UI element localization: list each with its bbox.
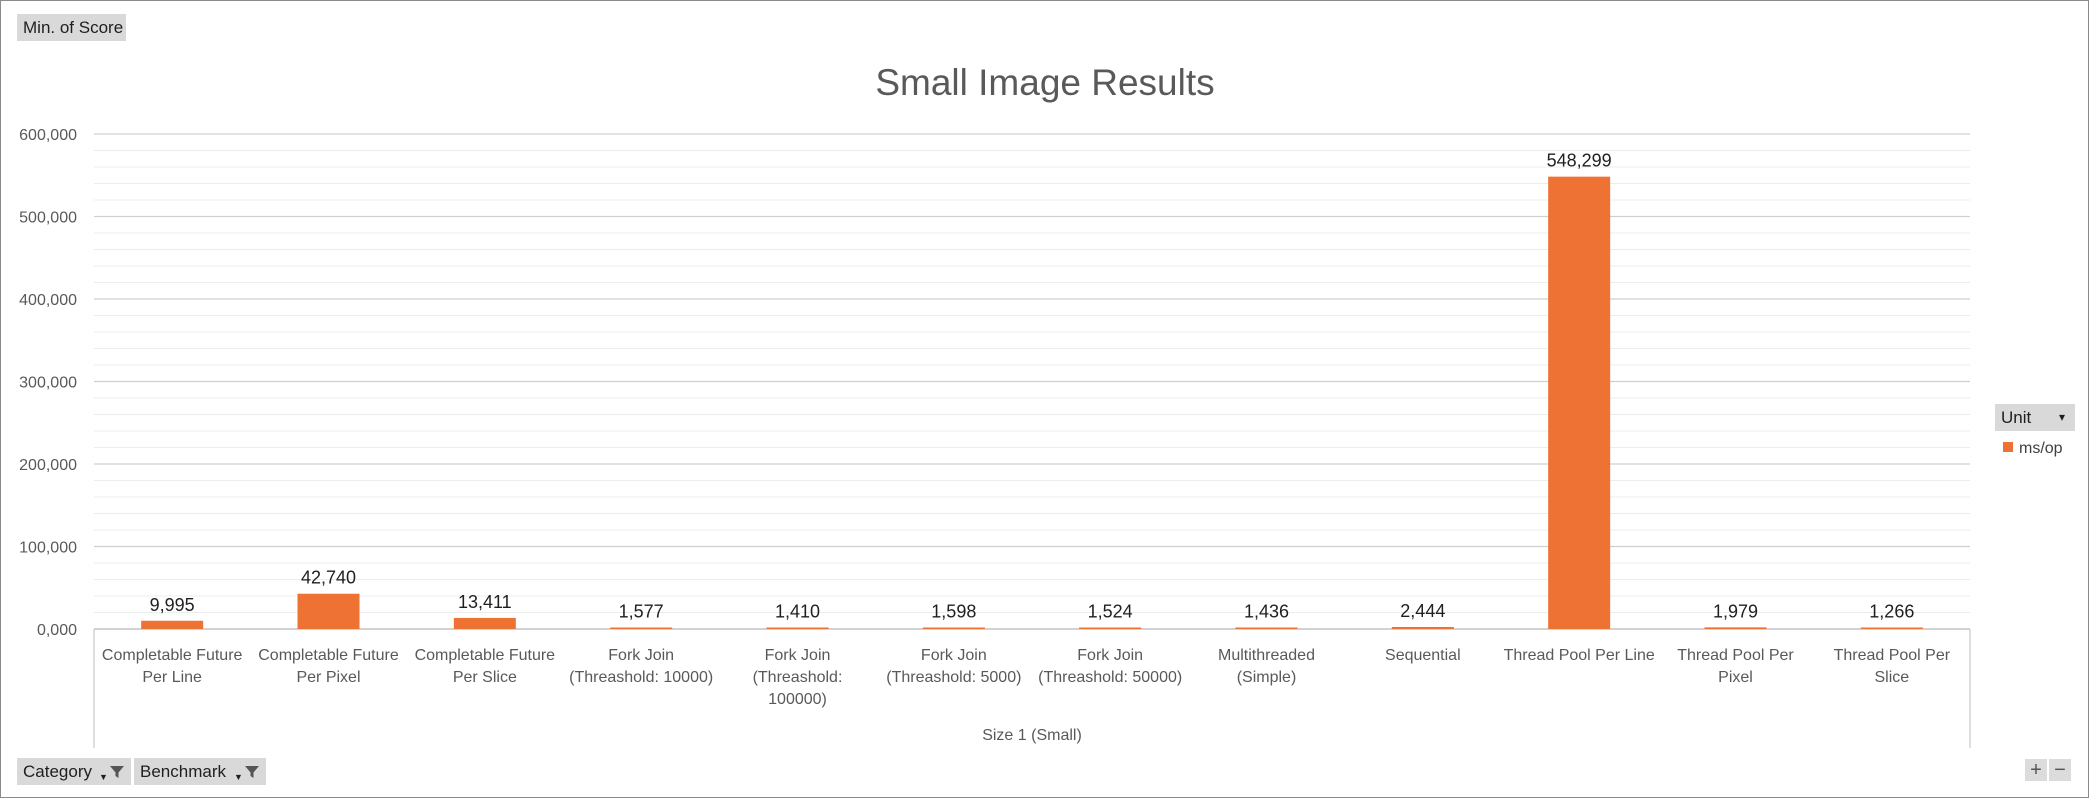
filter-icon	[245, 766, 259, 778]
category-label: Fork Join (Threashold: 50000)	[1038, 647, 1182, 686]
category-label: Completable Future Per Line	[102, 647, 243, 686]
y-tick-label: 500,000	[19, 210, 77, 227]
data-label: 1,436	[1244, 602, 1289, 622]
bar[interactable]	[453, 617, 516, 629]
category-label: Fork Join (Threashold: 5000)	[886, 647, 1021, 686]
unit-filter-button[interactable]: Unit ▾	[1995, 404, 2075, 431]
bar[interactable]	[766, 627, 829, 630]
legend-series-label: ms/op	[2019, 440, 2063, 457]
x-group-label: Size 1 (Small)	[982, 727, 1082, 744]
y-tick-label: 600,000	[19, 127, 77, 144]
bar[interactable]	[1079, 627, 1142, 630]
data-label: 1,410	[775, 602, 820, 622]
chevron-down-icon: ▼	[99, 772, 108, 782]
bar[interactable]	[922, 627, 985, 630]
category-label: Fork Join (Threashold: 10000)	[569, 647, 713, 686]
expand-button[interactable]: +	[2025, 759, 2047, 781]
value-field-label: Min. of Score	[23, 18, 124, 37]
category-label: Multithreaded (Simple)	[1218, 647, 1315, 686]
category-label: Completable Future Per Pixel	[258, 647, 399, 686]
y-tick-label: 400,000	[19, 292, 77, 309]
category-label: Thread Pool Per Pixel	[1677, 647, 1794, 686]
zoom-controls: + −	[2025, 759, 2073, 781]
bar[interactable]	[1704, 627, 1767, 629]
data-label: 1,598	[931, 602, 976, 622]
y-tick-label: 200,000	[19, 457, 77, 474]
data-label: 42,740	[301, 568, 356, 588]
data-label: 548,299	[1547, 151, 1612, 171]
y-tick-label: 100,000	[19, 540, 77, 557]
data-label: 1,524	[1088, 602, 1133, 622]
data-label: 1,266	[1869, 602, 1914, 622]
legend-entry: ms/op	[2003, 440, 2063, 458]
category-label: Thread Pool Per Line	[1504, 647, 1655, 664]
collapse-button[interactable]: −	[2049, 759, 2071, 781]
bar[interactable]	[141, 620, 204, 629]
benchmark-filter-button[interactable]: Benchmark ▼	[134, 758, 266, 785]
legend-swatch	[2003, 441, 2013, 452]
benchmark-filter-label: Benchmark	[140, 762, 226, 781]
y-tick-label: 0,000	[37, 622, 77, 639]
bar[interactable]	[1235, 627, 1298, 630]
value-field-button[interactable]: Min. of Score	[17, 14, 126, 41]
category-label: Completable Future Per Slice	[415, 647, 556, 686]
category-filter-button[interactable]: Category ▼	[17, 758, 131, 785]
filter-icon	[110, 766, 124, 778]
category-label: Thread Pool Per Slice	[1834, 647, 1951, 686]
data-label: 2,444	[1400, 601, 1445, 621]
bar[interactable]	[297, 593, 360, 629]
data-label: 9,995	[150, 595, 195, 615]
bar[interactable]	[610, 627, 673, 630]
category-filter-label: Category	[23, 762, 92, 781]
data-label: 1,979	[1713, 601, 1758, 621]
data-label: 13,411	[458, 592, 512, 612]
category-label: Fork Join (Threashold: 100000)	[753, 647, 843, 708]
category-label: Sequential	[1385, 647, 1461, 664]
bar[interactable]	[1548, 176, 1611, 629]
bar[interactable]	[1860, 627, 1923, 630]
caret-down-icon: ▾	[2058, 410, 2065, 424]
bar[interactable]	[1391, 626, 1454, 629]
chevron-down-icon: ▼	[234, 772, 243, 782]
data-label: 1,577	[619, 602, 664, 622]
unit-filter-label: Unit	[2001, 408, 2032, 427]
chart-title: Small Image Results	[875, 62, 1214, 103]
y-tick-label: 300,000	[19, 375, 77, 392]
